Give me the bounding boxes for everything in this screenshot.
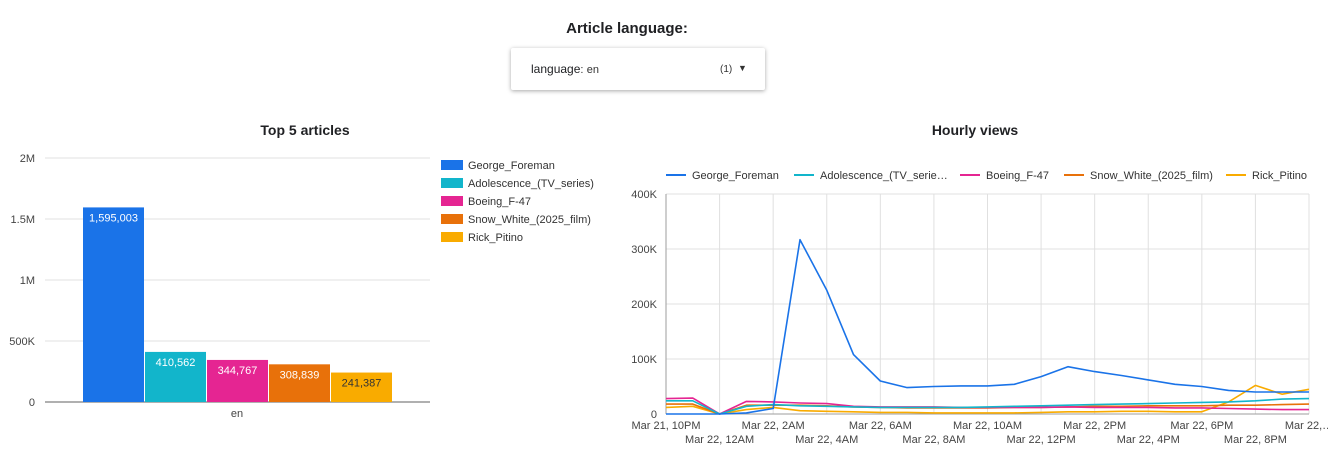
line-x-tick-label: Mar 22, 4AM — [795, 434, 858, 446]
bar-data-label: 344,767 — [218, 365, 258, 377]
line-x-tick-label: Mar 22, 4PM — [1117, 434, 1180, 446]
line-y-tick-label: 0 — [651, 409, 657, 421]
bar-legend-item[interactable]: Snow_White_(2025_film) — [441, 214, 591, 226]
line-x-tick-label: Mar 22, 12AM — [685, 434, 754, 446]
line-legend-item[interactable]: Boeing_F-47 — [960, 170, 1049, 182]
line-chart: 0 100K 200K 300K 400K Mar 21, 10PM Mar 22, 12A… — [631, 170, 1328, 446]
line-x-tick-label: Mar 22, 6PM — [1170, 420, 1233, 432]
line-x-tick-label: Mar 22, 10AM — [953, 420, 1022, 432]
filter-field-label: language — [531, 62, 581, 76]
bar-legend-item[interactable]: Adolescence_(TV_series) — [441, 178, 594, 190]
filter-heading: Article language: — [566, 20, 688, 37]
caret-down-icon: ▼ — [738, 63, 747, 73]
filter-selected-count: (1) — [720, 64, 733, 75]
line-legend-label: Adolescence_(TV_serie… — [820, 170, 948, 182]
line-y-tick-label: 300K — [631, 244, 657, 256]
bar-legend-label: Rick_Pitino — [468, 232, 523, 244]
line-x-tick-label: Mar 22, 6AM — [849, 420, 912, 432]
line-y-tick-label: 100K — [631, 354, 657, 366]
bar-legend-item[interactable]: Boeing_F-47 — [441, 196, 531, 208]
line-legend-item[interactable]: Adolescence_(TV_serie… — [794, 170, 948, 182]
line-legend-label: George_Foreman — [692, 170, 779, 182]
bar-adolescence-tv-series[interactable] — [145, 351, 206, 402]
bar-boeing-f-47[interactable] — [207, 359, 268, 402]
filter-separator: : — [580, 64, 584, 76]
bar-legend-item[interactable]: George_Foreman — [441, 160, 555, 172]
bar-y-tick-label: 1M — [20, 275, 35, 287]
bar-data-label: 241,387 — [342, 378, 382, 390]
bar-legend-label: George_Foreman — [468, 160, 555, 172]
bar-rick-pitino[interactable] — [331, 372, 392, 402]
legend-swatch — [441, 214, 463, 224]
line-x-tick-label: Mar 22, 8AM — [902, 434, 965, 446]
filter-label: language: en — [531, 62, 599, 76]
bar-chart: 0 500K 1M 1.5M 2M 1,595,003 410,562 344,767 308,… — [9, 153, 594, 420]
legend-swatch — [441, 232, 463, 242]
legend-swatch — [441, 178, 463, 188]
line-x-tick-label: Mar 22,… — [1285, 420, 1328, 432]
bar-legend-label: Boeing_F-47 — [468, 196, 531, 208]
line-legend-label: Boeing_F-47 — [986, 170, 1049, 182]
bar-y-tick-label: 1.5M — [11, 214, 35, 226]
line-x-tick-label: Mar 21, 10PM — [631, 420, 700, 432]
line-legend-item[interactable]: Rick_Pitino — [1226, 170, 1307, 182]
bar-chart-title: Top 5 articles — [260, 122, 350, 138]
bar-george-foreman[interactable] — [83, 207, 144, 402]
line-y-tick-label: 400K — [631, 189, 657, 201]
line-chart-title: Hourly views — [931, 122, 1019, 138]
line-series-george-foreman[interactable] — [666, 238, 1309, 415]
bar-x-tick-label: en — [231, 408, 243, 420]
bar-legend-label: Snow_White_(2025_film) — [468, 214, 591, 226]
legend-swatch — [441, 196, 463, 206]
filter-value: en — [586, 64, 600, 76]
bar-y-tick-label: 500K — [9, 336, 35, 348]
line-legend-item[interactable]: George_Foreman — [666, 170, 779, 182]
bar-legend-item[interactable]: Rick_Pitino — [441, 232, 523, 244]
line-x-tick-label: Mar 22, 12PM — [1007, 434, 1076, 446]
line-x-tick-label: Mar 22, 2AM — [742, 420, 805, 432]
line-legend-item[interactable]: Snow_White_(2025_film) — [1064, 170, 1213, 182]
bar-y-tick-label: 2M — [20, 153, 35, 165]
bar-legend-label: Adolescence_(TV_series) — [468, 178, 594, 190]
bar-data-label: 308,839 — [280, 369, 320, 381]
legend-swatch — [441, 160, 463, 170]
bar-data-label: 1,595,003 — [89, 212, 138, 224]
line-x-tick-label: Mar 22, 8PM — [1224, 434, 1287, 446]
bar-data-label: 410,562 — [156, 357, 196, 369]
bar-y-tick-label: 0 — [29, 397, 35, 409]
bar-snow-white-2025-film[interactable] — [269, 364, 330, 402]
line-y-tick-label: 200K — [631, 299, 657, 311]
line-legend-label: Snow_White_(2025_film) — [1090, 170, 1213, 182]
line-x-tick-label: Mar 22, 2PM — [1063, 420, 1126, 432]
language-filter-dropdown[interactable]: language: en (1) ▼ — [511, 48, 765, 90]
line-legend-label: Rick_Pitino — [1252, 170, 1307, 182]
